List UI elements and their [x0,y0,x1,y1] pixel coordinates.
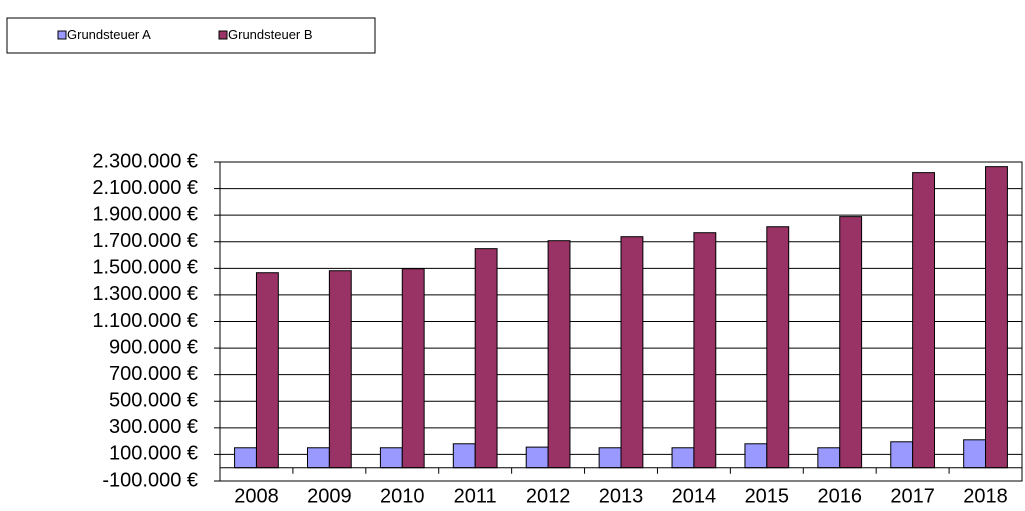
x-tick-label: 2017 [890,485,935,507]
x-tick-label: 2018 [963,485,1008,507]
legend-label: Grundsteuer B [228,27,313,42]
bar [401,268,425,469]
x-tick-label: 2016 [817,485,862,507]
plot-border [219,161,1023,482]
legend-box [6,17,376,54]
bar [912,172,936,469]
bar [234,447,257,469]
bar [328,270,352,469]
bar [963,439,987,469]
legend-swatch [57,30,67,40]
y-tick-label: 1.100.000 € [92,310,198,332]
y-tick-label: 1.700.000 € [92,230,198,252]
bar [890,441,914,469]
bar [306,447,330,469]
bar [693,232,717,469]
bar [744,443,768,469]
y-tick-label: 2.100.000 € [92,177,198,199]
legend-label: Grundsteuer A [67,27,151,42]
x-tick-label: 2010 [380,485,425,507]
bar [547,240,571,469]
y-tick-label: 1.500.000 € [92,257,198,279]
bar [379,447,403,469]
bar [255,272,279,469]
bar [598,447,622,469]
x-tick-label: 2013 [599,485,644,507]
y-tick-label: 300.000 € [109,416,198,438]
y-tick-label: 1.900.000 € [92,203,198,225]
bar [671,447,695,469]
x-tick-label: 2008 [234,485,279,507]
x-tick-label: 2015 [745,485,790,507]
y-tick-label: 2.300.000 € [92,150,198,172]
y-tick-label: 100.000 € [109,443,198,465]
x-tick-label: 2014 [672,485,717,507]
bar [474,248,498,469]
y-tick-label: 500.000 € [109,390,198,412]
bar [817,447,841,469]
y-tick-label: 1.300.000 € [92,283,198,305]
bar [839,216,863,469]
legend-swatch [218,30,228,40]
y-tick-label: 900.000 € [109,336,198,358]
bar [452,443,476,469]
bar [766,226,790,469]
y-tick-label: -100.000 € [102,469,198,491]
x-tick-label: 2012 [526,485,571,507]
x-tick-label: 2009 [307,485,352,507]
x-tick-label: 2011 [454,485,497,507]
bar [985,166,1008,469]
y-tick-label: 700.000 € [109,363,198,385]
bar [620,236,644,469]
bar [525,446,549,469]
